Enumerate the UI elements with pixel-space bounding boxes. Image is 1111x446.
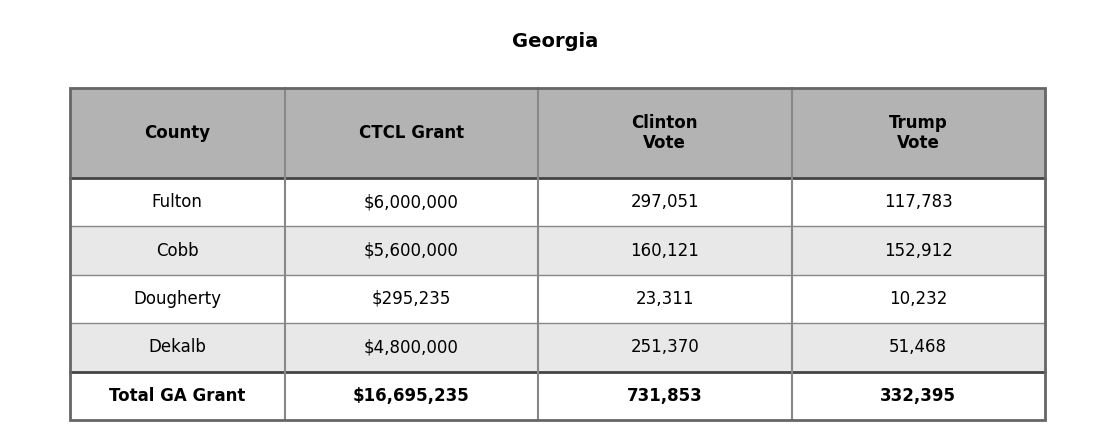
Bar	[70, 275, 1045, 323]
Text: $295,235: $295,235	[371, 290, 451, 308]
Bar	[70, 227, 1045, 275]
Text: 117,783: 117,783	[884, 193, 952, 211]
Text: Clinton
Vote: Clinton Vote	[631, 114, 698, 153]
Text: Dekalb: Dekalb	[148, 339, 207, 356]
Text: $6,000,000: $6,000,000	[363, 193, 459, 211]
Text: CTCL Grant: CTCL Grant	[359, 124, 463, 142]
Text: 152,912: 152,912	[884, 242, 953, 260]
Text: 51,468: 51,468	[889, 339, 948, 356]
Text: Trump
Vote: Trump Vote	[889, 114, 948, 153]
Text: $16,695,235: $16,695,235	[353, 387, 470, 405]
Text: Total GA Grant: Total GA Grant	[109, 387, 246, 405]
Bar	[70, 88, 1045, 178]
Text: 332,395: 332,395	[880, 387, 957, 405]
Text: 251,370: 251,370	[630, 339, 699, 356]
Bar	[70, 323, 1045, 372]
Text: Dougherty: Dougherty	[133, 290, 221, 308]
Text: 160,121: 160,121	[630, 242, 699, 260]
Text: 23,311: 23,311	[635, 290, 694, 308]
Text: Cobb: Cobb	[156, 242, 199, 260]
Text: 731,853: 731,853	[627, 387, 702, 405]
Text: $5,600,000: $5,600,000	[363, 242, 459, 260]
Text: Fulton: Fulton	[152, 193, 202, 211]
Text: 10,232: 10,232	[889, 290, 948, 308]
Text: $4,800,000: $4,800,000	[363, 339, 459, 356]
Text: County: County	[144, 124, 210, 142]
Bar	[70, 88, 1045, 420]
Text: Georgia: Georgia	[512, 32, 599, 51]
Bar	[70, 372, 1045, 420]
Text: 297,051: 297,051	[630, 193, 699, 211]
Bar	[70, 178, 1045, 227]
